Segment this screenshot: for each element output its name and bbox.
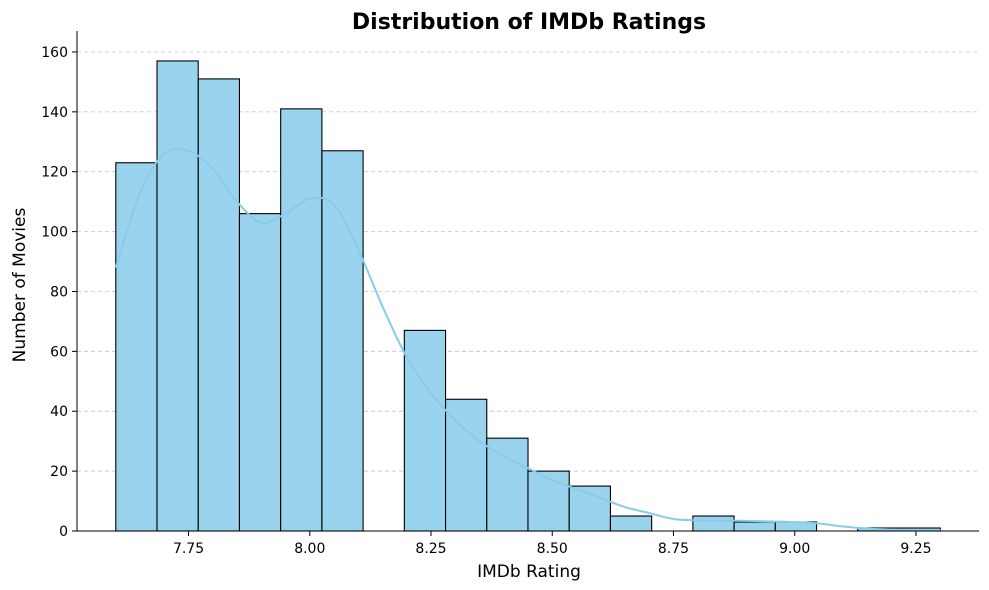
histogram-bar — [733, 521, 776, 532]
y-tick-label: 40 — [50, 404, 68, 420]
tick-labels: 7.75 8.00 8.25 8.50 8.75 9.00 9.25 0 20 40 60 80 100… — [41, 45, 931, 557]
histogram-bar — [321, 150, 364, 532]
y-tick-label: 60 — [50, 344, 68, 360]
histogram-bar — [527, 470, 570, 532]
x-axis-label: IMDb Rating — [477, 562, 581, 582]
x-tick-label: 8.25 — [415, 541, 446, 557]
y-tick-label: 0 — [59, 524, 68, 540]
histogram-bar — [115, 162, 158, 532]
x-tick-label: 9.25 — [900, 541, 931, 557]
histogram-bar — [568, 485, 611, 532]
histogram-bar — [445, 398, 488, 532]
x-tick-label: 8.75 — [658, 541, 689, 557]
y-tick-label: 140 — [41, 105, 68, 121]
histogram-bar — [692, 515, 735, 532]
y-tick-label: 20 — [50, 464, 68, 480]
chart-title: Distribution of IMDb Ratings — [352, 10, 706, 35]
y-tick-label: 80 — [50, 284, 68, 300]
y-axis-label: Number of Movies — [10, 208, 30, 363]
histogram-bar — [197, 78, 241, 532]
histogram-bar — [609, 515, 653, 532]
histogram-bar — [156, 60, 199, 532]
x-tick-label: 7.75 — [173, 541, 204, 557]
x-tick-label: 8.50 — [537, 541, 568, 557]
histogram-bar — [403, 329, 447, 532]
y-tick-label: 160 — [41, 45, 68, 61]
y-tick-label: 100 — [41, 225, 68, 241]
y-tick-label: 120 — [41, 165, 68, 181]
kde-curve — [114, 147, 941, 532]
histogram-bars — [115, 60, 941, 532]
axes — [76, 31, 979, 532]
x-tick-label: 9.00 — [779, 541, 810, 557]
histogram-bar — [238, 213, 282, 532]
x-tick-label: 8.00 — [294, 541, 325, 557]
kde-curve-layer — [114, 147, 941, 532]
histogram-bar — [486, 437, 529, 532]
histogram-bar — [280, 108, 323, 532]
